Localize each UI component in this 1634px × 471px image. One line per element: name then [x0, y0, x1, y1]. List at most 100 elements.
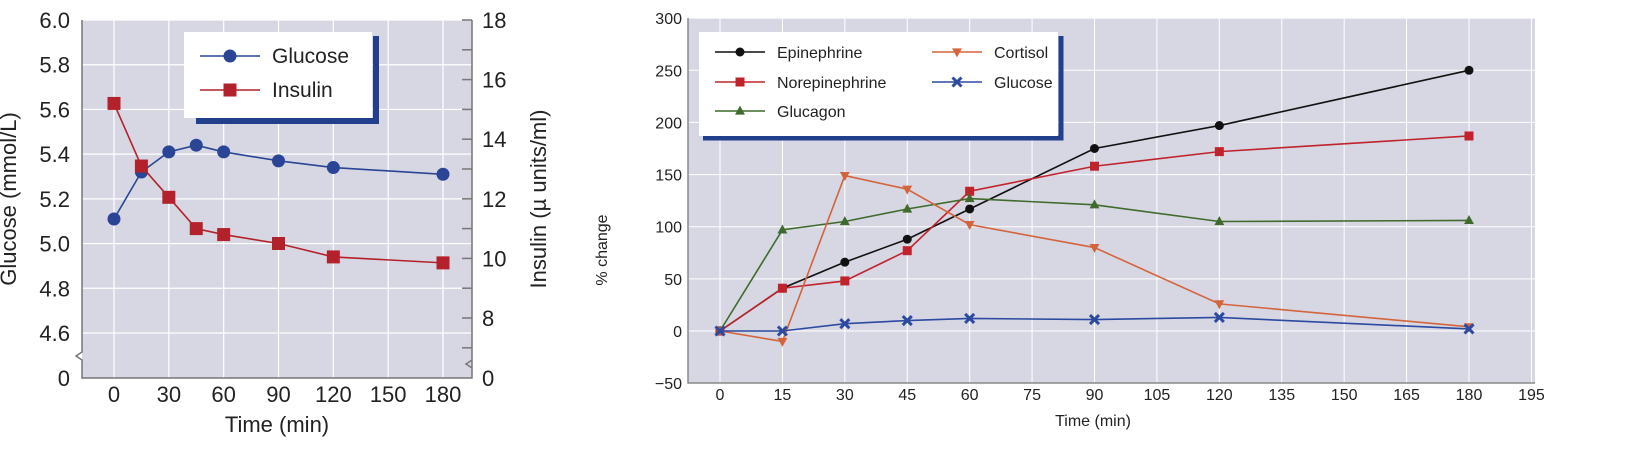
data-point [1214, 147, 1224, 157]
data-point [272, 237, 285, 250]
legend-box [699, 32, 1058, 136]
data-point [1213, 311, 1225, 324]
data-point [223, 49, 237, 63]
data-point [326, 250, 340, 264]
data-point [1090, 161, 1099, 171]
x-tick-label: 0 [716, 387, 725, 404]
data-point [189, 138, 203, 152]
data-point [436, 167, 450, 181]
data-point [735, 105, 745, 115]
x-tick-label: 105 [1144, 387, 1171, 404]
x-tick-label: 30 [836, 387, 854, 404]
y2-tick-label: 10 [482, 246, 506, 271]
data-point [735, 77, 745, 87]
data-point [162, 145, 176, 159]
y-tick-label: 4.6 [39, 321, 70, 346]
y2-tick-label: 14 [482, 127, 506, 152]
x-tick-label: 120 [315, 382, 352, 407]
data-point [107, 96, 121, 110]
data-point [965, 186, 975, 196]
y-tick-label: 300 [655, 11, 682, 28]
data-point [1464, 131, 1474, 141]
data-point [902, 203, 913, 213]
x-tick-label: 90 [1086, 387, 1104, 404]
data-point [839, 172, 850, 182]
series-line [720, 316, 1470, 332]
axis-lines [687, 18, 1535, 384]
data-point [1214, 121, 1224, 131]
series-line [719, 174, 1470, 343]
y2-tick-label: 12 [482, 187, 506, 212]
y-tick-label: 0 [58, 366, 70, 391]
y-tick-label: 5.0 [39, 232, 70, 257]
data-point [217, 145, 231, 159]
legend-label: Glucose [272, 45, 349, 68]
y-tick-label: 5.2 [39, 187, 70, 212]
data-point [1214, 300, 1225, 310]
data-point [964, 221, 975, 231]
data-point [1464, 65, 1474, 75]
data-point [272, 154, 285, 168]
x-tick-label: 150 [1331, 387, 1358, 404]
legend-label: Insulin [272, 79, 333, 102]
legend-label: Cortisol [994, 45, 1048, 62]
data-point [964, 193, 975, 203]
data-point [134, 159, 148, 173]
x-tick-label: 30 [157, 382, 181, 407]
y-tick-label: 6.0 [39, 8, 70, 33]
data-point [902, 234, 912, 244]
legend-label: Epinephrine [777, 45, 863, 62]
data-point [735, 47, 745, 57]
x-tick-label: 120 [1206, 387, 1233, 404]
axis-lines [74, 20, 473, 379]
y2-tick-label: 18 [482, 8, 506, 33]
y2-axis-label: Insulin (µ units/ml) [526, 110, 551, 289]
x-tick-label: 135 [1268, 387, 1295, 404]
data-point [1089, 243, 1100, 253]
y-tick-label: 5.8 [39, 53, 70, 78]
x-tick-label: 180 [1456, 387, 1483, 404]
y-tick-label: 50 [664, 272, 682, 289]
legend-shadow [196, 36, 379, 124]
series-insulin [107, 96, 450, 270]
series-glucose [714, 311, 1475, 337]
data-point [223, 83, 237, 97]
data-point [840, 276, 850, 286]
data-point [777, 224, 788, 234]
data-point [776, 325, 788, 337]
legend-label: Glucose [994, 75, 1053, 92]
data-point [777, 283, 787, 293]
x-tick-label: 180 [425, 382, 462, 407]
x-tick-label: 150 [370, 382, 407, 407]
y-tick-label: 5.6 [39, 97, 70, 122]
y2-tick-label: 8 [482, 306, 494, 331]
data-point [189, 222, 203, 236]
legend-label: Norepinephrine [777, 75, 887, 92]
data-point [902, 246, 912, 256]
y-tick-label: 0 [673, 324, 682, 341]
x-tick-label: 15 [774, 387, 792, 404]
data-point [1089, 199, 1100, 209]
data-point [107, 212, 121, 226]
y2-tick-label: 16 [482, 68, 506, 93]
series-line [719, 135, 1470, 332]
data-point [714, 325, 726, 337]
legend-label: Glucagon [777, 104, 846, 121]
series-line [719, 197, 1470, 332]
legend-shadow [703, 36, 1064, 141]
x-tick-label: 45 [898, 387, 916, 404]
data-point [839, 216, 850, 226]
x-tick-label: 90 [266, 382, 290, 407]
data-point [951, 76, 963, 88]
y-tick-label: 4.8 [39, 276, 70, 301]
data-point [902, 185, 913, 195]
legend-box [184, 32, 372, 118]
data-point [217, 228, 231, 242]
data-point [162, 190, 176, 204]
data-point [1214, 216, 1225, 226]
x-tick-label: 60 [211, 382, 235, 407]
data-point [1463, 323, 1475, 335]
y-tick-label: 200 [655, 115, 682, 132]
